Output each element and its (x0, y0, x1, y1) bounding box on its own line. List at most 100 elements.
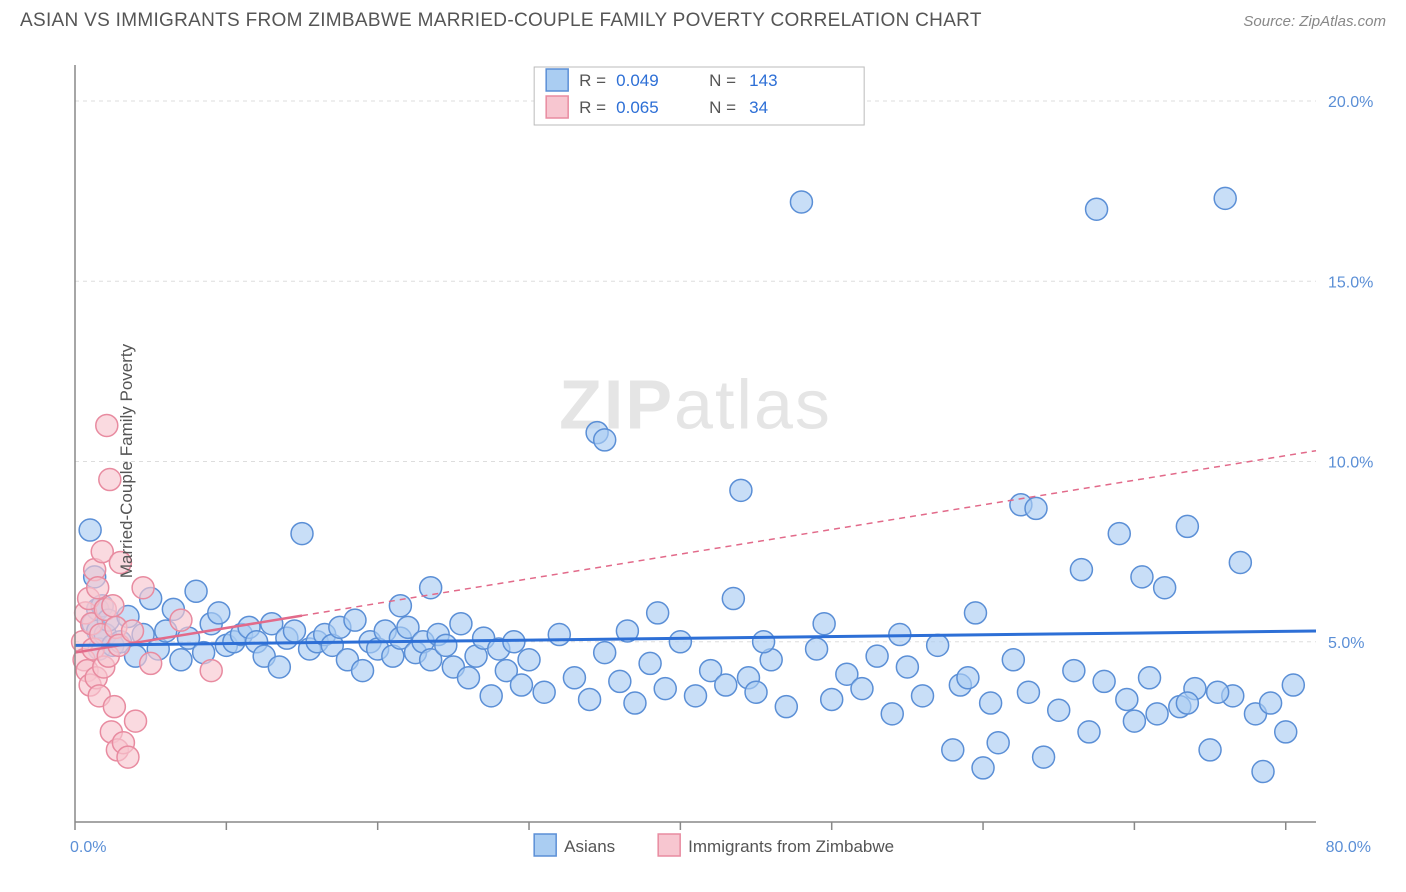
asian-point (480, 685, 502, 707)
asian-point (964, 602, 986, 624)
asian-point (957, 667, 979, 689)
asian-point (775, 696, 797, 718)
asian-point (1048, 699, 1070, 721)
asian-point (730, 479, 752, 501)
asian-point (881, 703, 903, 725)
asian-point (942, 739, 964, 761)
zimbabwe-point (103, 696, 125, 718)
asian-point (389, 595, 411, 617)
asian-point (753, 631, 775, 653)
zimbabwe-point (170, 609, 192, 631)
chart-header: ASIAN VS IMMIGRANTS FROM ZIMBABWE MARRIE… (0, 0, 1406, 42)
y-axis-label: Married-Couple Family Poverty (117, 344, 137, 578)
asian-point (654, 678, 676, 700)
chart-title: ASIAN VS IMMIGRANTS FROM ZIMBABWE MARRIE… (20, 10, 982, 32)
asian-point (291, 523, 313, 545)
asian-point (1282, 674, 1304, 696)
legend-top-swatch (546, 96, 568, 118)
asian-point (208, 602, 230, 624)
asian-point (624, 692, 646, 714)
asian-point (1275, 721, 1297, 743)
zimbabwe-point (200, 660, 222, 682)
asian-point (980, 692, 1002, 714)
asian-point (745, 681, 767, 703)
asian-point (1017, 681, 1039, 703)
asian-point (1214, 187, 1236, 209)
asian-point (927, 634, 949, 656)
legend-top-swatch (546, 69, 568, 91)
zimbabwe-point (132, 577, 154, 599)
asian-point (1070, 559, 1092, 581)
asian-point (79, 519, 101, 541)
asian-point (896, 656, 918, 678)
y-tick-label: 5.0% (1328, 635, 1364, 652)
asian-point (352, 660, 374, 682)
asian-point (647, 602, 669, 624)
zimbabwe-point (87, 577, 109, 599)
asian-point (609, 670, 631, 692)
legend-n-label: N = (709, 98, 736, 117)
asian-point (851, 678, 873, 700)
asian-point (1207, 681, 1229, 703)
asian-point (1002, 649, 1024, 671)
asian-point (450, 613, 472, 635)
asian-point (715, 674, 737, 696)
asian-point (548, 624, 570, 646)
asian-point (821, 688, 843, 710)
asian-point (669, 631, 691, 653)
zimbabwe-point (117, 746, 139, 768)
asian-point (813, 613, 835, 635)
legend-r-value: 0.049 (616, 71, 659, 90)
asian-point (1093, 670, 1115, 692)
asian-point (1252, 761, 1274, 783)
legend-bottom-swatch (534, 834, 556, 856)
asian-point (806, 638, 828, 660)
asian-point (722, 588, 744, 610)
asian-point (457, 667, 479, 689)
legend-r-value: 0.065 (616, 98, 659, 117)
asian-point (510, 674, 532, 696)
asian-point (866, 645, 888, 667)
asian-point (912, 685, 934, 707)
chart-source: Source: ZipAtlas.com (1243, 13, 1386, 30)
y-tick-label: 15.0% (1328, 274, 1373, 291)
zimbabwe-point (96, 414, 118, 436)
asian-point (1063, 660, 1085, 682)
asian-point (1229, 551, 1251, 573)
zimbabwe-point (122, 620, 144, 642)
chart-container: Married-Couple Family Poverty 5.0%10.0%1… (20, 50, 1386, 872)
zimbabwe-point (102, 595, 124, 617)
asian-point (790, 191, 812, 213)
asian-point (1154, 577, 1176, 599)
asian-point (594, 642, 616, 664)
asian-point (344, 609, 366, 631)
legend-n-value: 143 (749, 71, 777, 90)
asian-point (1025, 497, 1047, 519)
asian-point (563, 667, 585, 689)
asian-point (533, 681, 555, 703)
asian-point (518, 649, 540, 671)
asian-point (1033, 746, 1055, 768)
asian-point (1123, 710, 1145, 732)
asian-point (972, 757, 994, 779)
asian-point (579, 688, 601, 710)
legend-r-label: R = (579, 71, 606, 90)
asian-point (283, 620, 305, 642)
x-right-label: 80.0% (1326, 839, 1371, 856)
asian-point (1146, 703, 1168, 725)
asian-point (435, 634, 457, 656)
asian-point (1176, 515, 1198, 537)
asian-point (639, 652, 661, 674)
y-tick-label: 10.0% (1328, 455, 1373, 472)
asian-point (685, 685, 707, 707)
asian-point (170, 649, 192, 671)
legend-bottom-label: Immigrants from Zimbabwe (688, 837, 894, 856)
x-left-label: 0.0% (70, 839, 106, 856)
legend-bottom-label: Asians (564, 837, 615, 856)
scatter-chart: 5.0%10.0%15.0%20.0%ZIPatlas0.0%80.0%R =0… (20, 50, 1386, 872)
asian-point (987, 732, 1009, 754)
asian-point (1108, 523, 1130, 545)
asian-point (1260, 692, 1282, 714)
asian-point (185, 580, 207, 602)
zimbabwe-point (140, 652, 162, 674)
